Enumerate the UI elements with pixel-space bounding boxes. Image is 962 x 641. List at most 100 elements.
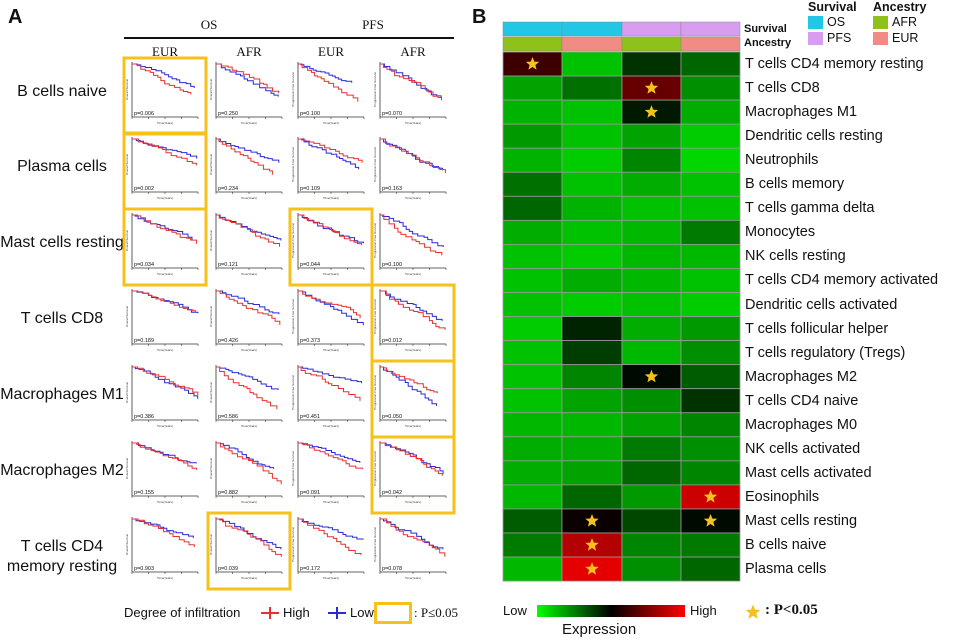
km-y-label: Progression-Free Survival [291,375,295,410]
heatmap-cell [561,99,623,125]
heatmap-cell [621,556,682,582]
heatmap-cell [680,412,741,438]
heatmap-cell [561,123,623,149]
heatmap-cell [680,436,741,462]
km-x-label: Time(Years) [241,424,257,428]
km-x-label: Time(Years) [157,348,173,352]
heatmap-cell [561,75,623,101]
km-plot: Progression-Free Survival Time(Years)p=0.… [373,62,447,125]
km-x-label: Time(Years) [405,121,421,125]
heatmap-cell [680,556,741,582]
heatmap-cell [502,99,563,125]
km-y-label: Progression-Free Survival [373,451,377,486]
group-label-pfs: PFS [362,17,384,32]
heatmap-cell [621,243,682,269]
heatmap-row-label: Monocytes [745,224,816,241]
km-y-label: Overall Survival [209,458,213,479]
group-label-os: OS [200,17,218,32]
km-x-label: Time(Years) [241,272,257,276]
km-p-value: p=0.100 [300,111,320,117]
km-y-label: Overall Survival [209,382,213,403]
km-row-label: Macrophages M1 [0,386,124,403]
km-y-label: Overall Survival [209,154,213,175]
eur-legend-label: EUR [892,31,919,45]
pfs-legend-label: PFS [827,31,852,45]
low-legend-label: Low [350,605,374,620]
km-y-label: Progression-Free Survival [291,451,295,486]
heatmap-row-label: T cells CD8 [745,80,820,97]
heatmap-cell [621,508,682,534]
afr-legend-swatch [873,16,888,29]
heatmap-cell [502,340,563,366]
km-y-label: Progression-Free Survival [291,299,295,334]
heatmap-row-label: T cells CD4 naive [745,392,859,409]
heatmap-cell [680,268,741,293]
ancestry-track-cell [621,36,682,52]
km-plot: Overall Survival Time(Years)p=0.002 [122,131,208,211]
column-label-afr-pfs: AFR [400,44,426,59]
heatmap-cell [621,340,682,366]
heatmap-cell [502,412,563,438]
heatmap-cell [561,219,623,245]
heatmap-cell [680,292,741,317]
km-y-label: Overall Survival [125,382,129,403]
expression-colorbar [537,605,685,617]
km-x-label: Time(Years) [405,424,421,428]
heatmap-row-label: Dendritic cells resting [745,128,883,145]
km-y-label: Overall Survival [125,306,129,327]
heatmap-row-label: T cells CD4 memory activated [745,272,939,289]
ancestry-track-cell [680,36,741,52]
km-p-value: p=0.386 [134,414,154,420]
heatmap-cell [561,51,623,77]
heatmap-cell [621,195,682,221]
heatmap-cell [680,147,741,173]
km-x-label: Time(Years) [405,500,421,504]
significance-star-icon [585,514,599,527]
km-x-label: Time(Years) [323,272,339,276]
km-p-value: p=0.189 [134,338,154,344]
km-y-label: Overall Survival [209,79,213,100]
high-legend-label: High [283,605,310,620]
group-rule-os [124,37,292,39]
heatmap-cell [621,460,682,486]
column-label-afr-os: AFR [236,44,262,59]
heatmap-cell [502,147,563,173]
km-p-value: p=0.050 [382,414,402,420]
heatmap-cell [621,436,682,462]
significance-box-legend [374,602,412,624]
os-legend-label: OS [827,15,846,29]
km-y-label: Overall Survival [125,154,129,175]
km-p-value: p=0.903 [134,566,154,572]
heatmap [502,21,741,582]
km-x-label: Time(Years) [157,196,173,200]
colorbar-low-label: Low [503,603,527,618]
heatmap-cell [502,556,563,582]
heatmap-row-label: B cells naive [745,537,827,553]
heatmap-row-label: T cells CD4 memory resting [745,56,924,72]
km-y-label: Progression-Free Survival [291,223,295,258]
km-p-value: p=0.039 [218,566,238,572]
km-x-label: Time(Years) [157,121,173,125]
km-plot: Progression-Free Survival Time(Years)p=0.… [291,365,365,428]
km-plot-grid: Overall SurvivalTime(Years)p=0.006Overal… [122,56,456,591]
km-p-value: p=0.586 [218,414,238,420]
km-y-label: Overall Survival [209,534,213,555]
heatmap-cell [621,388,682,414]
heatmap-cell [561,171,623,197]
km-p-value: p=0.034 [134,262,154,268]
km-p-value: p=0.250 [218,111,238,117]
km-y-label: Overall Survival [209,230,213,251]
km-plot: Overall Survival Time(Years)p=0.426 [209,289,283,352]
km-p-value: p=0.373 [300,338,320,344]
km-x-label: Time(Years) [323,500,339,504]
km-plot: Overall Survival Time(Years)p=0.882 [209,441,283,504]
significance-box-label: : P≤0.05 [414,605,458,620]
eur-legend-swatch [873,32,888,45]
heatmap-cell [621,171,682,197]
heatmap-cell [502,268,563,293]
significance-star-icon [644,81,659,94]
heatmap-row-label: NK cells resting [745,248,846,265]
km-y-label: Progression-Free Survival [373,375,377,410]
significance-star-icon [644,105,659,118]
heatmap-cell [561,364,623,390]
